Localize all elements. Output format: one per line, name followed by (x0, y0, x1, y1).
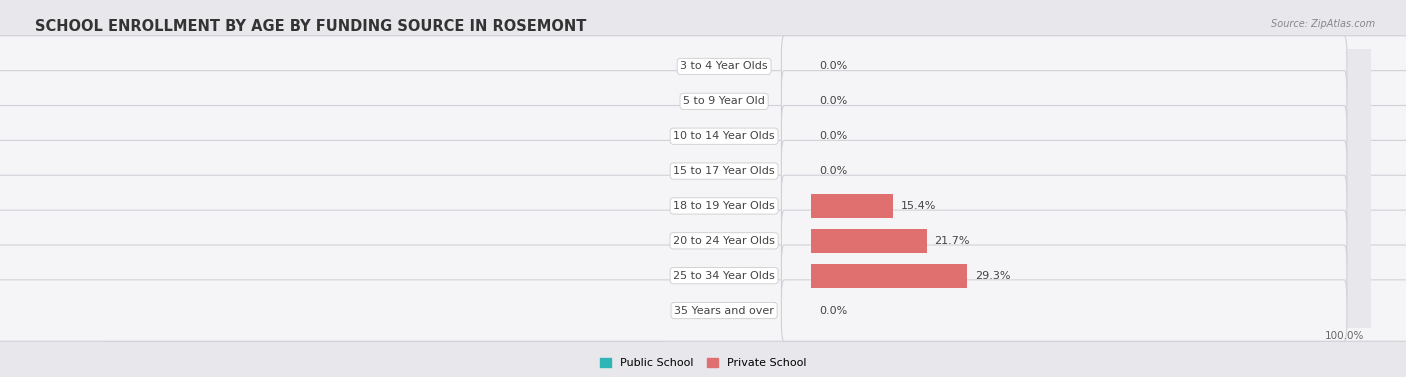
Text: 100.0%: 100.0% (69, 61, 115, 72)
Bar (104, 89, 637, 113)
FancyBboxPatch shape (101, 280, 666, 341)
Text: SCHOOL ENROLLMENT BY AGE BY FUNDING SOURCE IN ROSEMONT: SCHOOL ENROLLMENT BY AGE BY FUNDING SOUR… (35, 19, 586, 34)
Bar (811, 194, 893, 218)
FancyBboxPatch shape (782, 140, 1347, 202)
FancyBboxPatch shape (0, 210, 1406, 271)
FancyBboxPatch shape (101, 106, 666, 167)
Text: 100.0%: 100.0% (69, 305, 115, 316)
Text: 15.4%: 15.4% (901, 201, 936, 211)
Text: 18 to 19 Year Olds: 18 to 19 Year Olds (673, 201, 775, 211)
FancyBboxPatch shape (0, 175, 1406, 237)
FancyBboxPatch shape (782, 175, 1347, 237)
FancyBboxPatch shape (782, 36, 1347, 97)
Bar (219, 229, 637, 253)
Text: 5 to 9 Year Old: 5 to 9 Year Old (683, 96, 765, 106)
Text: 100.0%: 100.0% (69, 131, 115, 141)
Text: 0.0%: 0.0% (818, 305, 846, 316)
FancyBboxPatch shape (101, 175, 666, 237)
FancyBboxPatch shape (0, 245, 1406, 307)
Text: 100.0%: 100.0% (69, 96, 115, 106)
Text: 0.0%: 0.0% (818, 96, 846, 106)
FancyBboxPatch shape (0, 106, 1406, 167)
Text: 15 to 17 Year Olds: 15 to 17 Year Olds (673, 166, 775, 176)
FancyBboxPatch shape (782, 210, 1347, 271)
Text: 35 Years and over: 35 Years and over (673, 305, 775, 316)
FancyBboxPatch shape (782, 70, 1347, 132)
Text: 21.7%: 21.7% (935, 236, 970, 246)
Bar (104, 55, 637, 78)
FancyBboxPatch shape (0, 140, 1406, 202)
Bar (186, 194, 637, 218)
FancyBboxPatch shape (101, 70, 666, 132)
Text: 3 to 4 Year Olds: 3 to 4 Year Olds (681, 61, 768, 72)
FancyBboxPatch shape (782, 245, 1347, 307)
Bar (811, 264, 967, 288)
Text: 25 to 34 Year Olds: 25 to 34 Year Olds (673, 271, 775, 281)
Bar (104, 299, 637, 322)
FancyBboxPatch shape (782, 106, 1347, 167)
FancyBboxPatch shape (0, 70, 1406, 132)
Text: 0.0%: 0.0% (818, 61, 846, 72)
Legend: Public School, Private School: Public School, Private School (596, 354, 810, 371)
FancyBboxPatch shape (101, 210, 666, 271)
Text: 29.3%: 29.3% (974, 271, 1011, 281)
Text: 100.0%: 100.0% (69, 166, 115, 176)
FancyBboxPatch shape (0, 280, 1406, 341)
Text: 78.3%: 78.3% (191, 236, 231, 246)
Text: Source: ZipAtlas.com: Source: ZipAtlas.com (1271, 19, 1375, 29)
Text: 84.6%: 84.6% (157, 201, 197, 211)
FancyBboxPatch shape (0, 36, 1406, 97)
Text: 0.0%: 0.0% (818, 166, 846, 176)
Bar (104, 159, 637, 183)
Text: 70.7%: 70.7% (232, 271, 271, 281)
Text: 20 to 24 Year Olds: 20 to 24 Year Olds (673, 236, 775, 246)
Bar (260, 264, 637, 288)
FancyBboxPatch shape (101, 245, 666, 307)
Bar (104, 124, 637, 148)
Bar (811, 229, 927, 253)
Text: 10 to 14 Year Olds: 10 to 14 Year Olds (673, 131, 775, 141)
FancyBboxPatch shape (101, 36, 666, 97)
FancyBboxPatch shape (101, 140, 666, 202)
FancyBboxPatch shape (782, 280, 1347, 341)
Text: 0.0%: 0.0% (818, 131, 846, 141)
